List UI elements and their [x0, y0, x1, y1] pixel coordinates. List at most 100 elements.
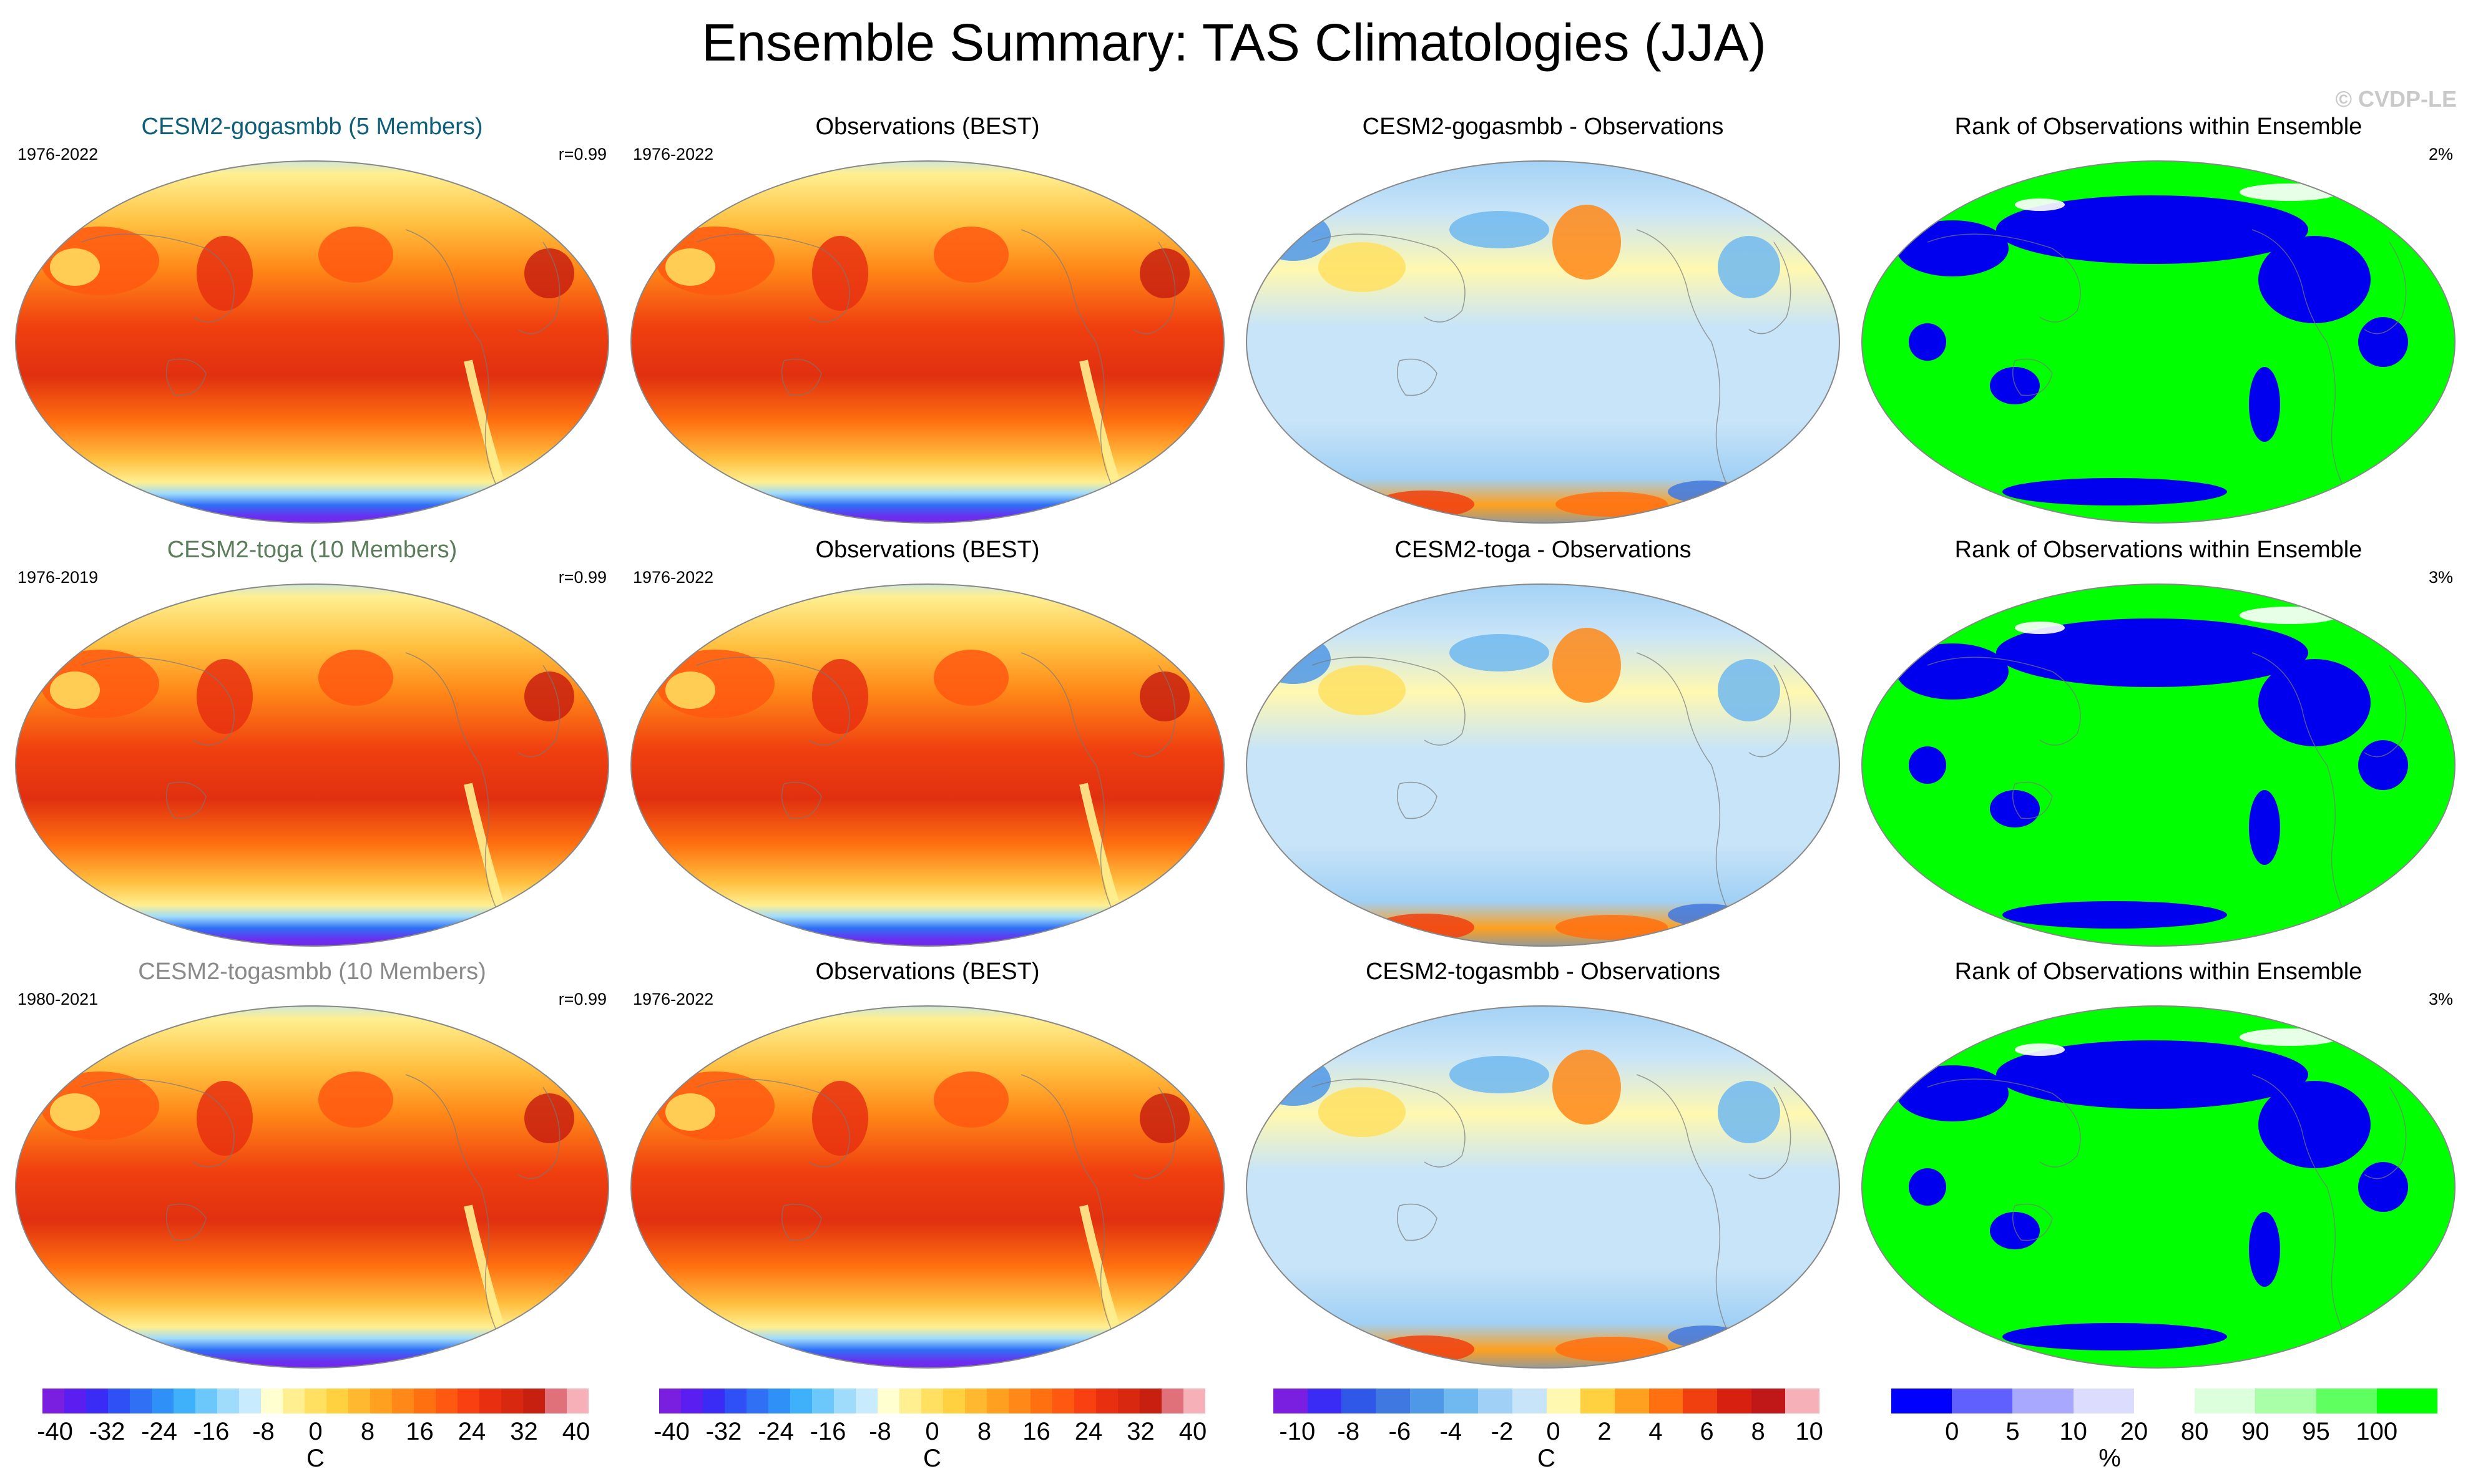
colorbar-tick-label: -40	[654, 1418, 690, 1445]
panel-title: CESM2-toga - Observations	[1394, 537, 1692, 563]
colorbar-tick-label: 6	[1700, 1418, 1714, 1445]
colorbar-swatch	[2255, 1389, 2316, 1413]
figure-title: Ensemble Summary: TAS Climatologies (JJA…	[702, 13, 1766, 72]
colorbar-tick-label: 0	[925, 1418, 939, 1445]
colorbar-tick-label: -4	[1439, 1418, 1462, 1445]
panel-title: Rank of Observations within Ensemble	[1954, 537, 2363, 563]
colorbar-tick-label: 0	[1945, 1418, 1959, 1445]
colorbar-swatch	[152, 1389, 174, 1413]
colorbar-swatch	[545, 1389, 567, 1413]
globe-map	[630, 1005, 1225, 1369]
correlation-label: r=0.99	[558, 568, 607, 587]
obs-panel: Observations (BEST) 1976-2022	[622, 534, 1233, 959]
globe-map	[1861, 160, 2456, 524]
colorbar-tick-label: -6	[1388, 1418, 1411, 1445]
colorbar-swatch	[1031, 1389, 1052, 1413]
colorbar-tick-label: -10	[1279, 1418, 1316, 1445]
colorbar-swatch	[1009, 1389, 1031, 1413]
colorbar-tick-label: 10	[2059, 1418, 2087, 1445]
colorbar-swatch	[1614, 1389, 1649, 1413]
model-panel: CESM2-togasmbb (10 Members) 1980-2021 r=0.…	[6, 956, 618, 1380]
colorbar-tick-label: 80	[2180, 1418, 2209, 1445]
colorbar-tick-label: 8	[977, 1418, 992, 1445]
colorbar-tick-label: -32	[705, 1418, 742, 1445]
period-label: 1976-2022	[633, 568, 714, 587]
correlation-label: r=0.99	[558, 145, 607, 164]
model-panel: CESM2-toga (10 Members) 1976-2019 r=0.99	[6, 534, 618, 959]
colorbar-swatch	[174, 1389, 195, 1413]
colorbar-swatch	[217, 1389, 239, 1413]
colorbar-swatch	[370, 1389, 392, 1413]
colorbar-swatch	[1512, 1389, 1547, 1413]
colorbar-tick-label: 8	[360, 1418, 375, 1445]
colorbar-swatch	[348, 1389, 370, 1413]
colorbar-swatch	[2073, 1389, 2134, 1413]
colorbar-swatch	[1444, 1389, 1479, 1413]
colorbar-swatch	[1140, 1389, 1162, 1413]
colorbar-swatch	[501, 1389, 523, 1413]
globe-map	[15, 160, 609, 524]
colorbar-tick-label: 95	[2302, 1418, 2330, 1445]
diff-panel: CESM2-toga - Observations	[1237, 534, 1849, 959]
colorbar-tick-label: -16	[810, 1418, 846, 1445]
colorbar-tick-label: -40	[37, 1418, 73, 1445]
colorbar-swatch	[768, 1389, 790, 1413]
colorbar-swatch	[1118, 1389, 1140, 1413]
colorbar-tick-label: -32	[89, 1418, 125, 1445]
colorbar-swatch	[130, 1389, 152, 1413]
colorbar-ticks: 0 5 10 20 80 90 95 100	[1891, 1418, 2437, 1449]
rank-panel: Rank of Observations within Ensemble 2%	[1853, 111, 2464, 535]
panel-title: CESM2-togasmbb (10 Members)	[138, 959, 486, 985]
colorbar-swatch	[1751, 1389, 1786, 1413]
colorbar-unit: C	[306, 1445, 325, 1472]
colorbar-swatch	[1546, 1389, 1581, 1413]
copyright-label: © CVDP-LE	[2335, 86, 2457, 112]
globe-map	[1246, 583, 1840, 947]
colorbar-swatch	[747, 1389, 768, 1413]
colorbar-swatch	[1409, 1389, 1444, 1413]
globe-map	[630, 160, 1225, 524]
panel-title: CESM2-toga (10 Members)	[167, 537, 458, 563]
colorbar-swatch	[479, 1389, 501, 1413]
colorbar-tick-label: -2	[1491, 1418, 1514, 1445]
colorbar-swatch	[659, 1389, 681, 1413]
colorbar-swatch	[1891, 1389, 1952, 1413]
colorbar-swatch	[283, 1389, 305, 1413]
colorbar-swatch	[1273, 1389, 1308, 1413]
period-label: 1976-2022	[633, 145, 714, 164]
colorbar-swatch	[1376, 1389, 1410, 1413]
colorbar-swatch	[1580, 1389, 1615, 1413]
colorbar-swatch	[2195, 1389, 2256, 1413]
period-label: 1976-2022	[17, 145, 99, 164]
colorbar-tick-label: 90	[2241, 1418, 2270, 1445]
rank-percent-label: 3%	[2428, 568, 2453, 587]
colorbar-swatch	[2012, 1389, 2074, 1413]
colorbar-tick-label: 100	[2356, 1418, 2398, 1445]
colorbar-tick-label: 16	[406, 1418, 434, 1445]
colorbar-tick-label: -16	[193, 1418, 230, 1445]
colorbar-swatch	[899, 1389, 921, 1413]
colorbar-rank	[1891, 1389, 2437, 1413]
colorbar-swatch	[414, 1389, 436, 1413]
colorbar-swatch	[305, 1389, 326, 1413]
colorbar-swatch	[812, 1389, 834, 1413]
colorbar-swatch	[1716, 1389, 1751, 1413]
globe-map	[1246, 1005, 1840, 1369]
period-label: 1980-2021	[17, 990, 99, 1008]
colorbar-swatch	[1052, 1389, 1074, 1413]
panel-title: CESM2-togasmbb - Observations	[1365, 959, 1721, 985]
colorbar-tick-label: 20	[2120, 1418, 2148, 1445]
rank-percent-label: 2%	[2428, 145, 2453, 164]
colorbar-swatch	[392, 1389, 414, 1413]
colorbar-swatch	[261, 1389, 283, 1413]
colorbar-swatch	[1683, 1389, 1717, 1413]
colorbar-swatch	[1307, 1389, 1342, 1413]
colorbar-tick-label: 24	[1074, 1418, 1103, 1445]
panel-title: Observations (BEST)	[815, 114, 1040, 140]
colorbar-swatch	[1074, 1389, 1096, 1413]
colorbar-tick-label: 4	[1648, 1418, 1663, 1445]
colorbar-tas_obs	[659, 1389, 1205, 1413]
colorbar-swatch	[1162, 1389, 1183, 1413]
panel-title: CESM2-gogasmbb - Observations	[1362, 114, 1724, 140]
colorbar-swatch	[965, 1389, 987, 1413]
